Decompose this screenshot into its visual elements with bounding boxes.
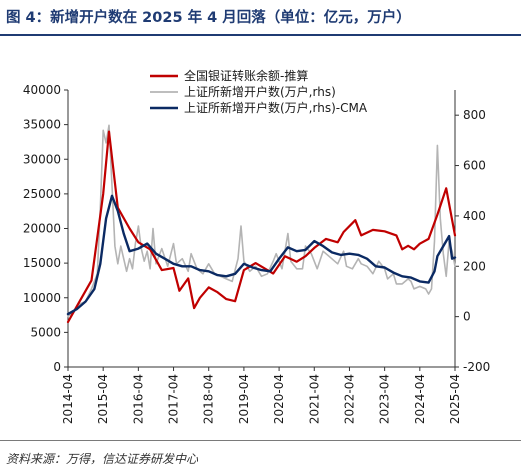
series-line-new-accounts (67, 124, 456, 318)
legend-label: 上证所新增开户数(万户,rhs)-CMA (184, 100, 368, 115)
left-y-tick-label: 10000 (23, 291, 61, 305)
legend-label: 全国银证转账余额-推算 (184, 68, 308, 83)
right-y-tick-label: 800 (463, 108, 486, 122)
left-y-tick-label: 0 (53, 360, 61, 374)
figure-title: 图 4：新增开户数在 2025 年 4 月回落（单位：亿元，万户） (6, 10, 411, 26)
x-tick-label: 2025-04 (448, 374, 462, 424)
left-y-tick-label: 15000 (23, 256, 61, 270)
x-tick-label: 2021-04 (307, 374, 321, 424)
right-y-tick-label: 0 (463, 310, 471, 324)
legend-item-margin-balance: 全国银证转账余额-推算 (150, 68, 308, 83)
right-y-tick-label: 400 (463, 209, 486, 223)
legend-item-new-accounts-ma: 上证所新增开户数(万户,rhs)-CMA (150, 100, 368, 115)
series-line-new-accounts-ma (66, 194, 457, 316)
chart-legend: 全国银证转账余额-推算上证所新增开户数(万户,rhs)上证所新增开户数(万户,r… (150, 68, 368, 115)
x-tick-label: 2014-04 (61, 374, 75, 424)
left-y-tick-label: 35000 (23, 118, 61, 132)
series-line-margin-balance (66, 130, 457, 324)
right-y-tick-label: 600 (463, 159, 486, 173)
x-tick-label: 2020-04 (272, 374, 286, 424)
chart-axes: 0 5000 10000 15000 20000 25000 30000 35000 40000… (23, 83, 490, 424)
x-tick-label: 2015-04 (96, 374, 110, 424)
x-tick-label: 2023-04 (378, 374, 392, 424)
line-chart: 0 5000 10000 15000 20000 25000 30000 35000 40000… (23, 68, 490, 424)
source-divider (0, 440, 521, 441)
title-divider (0, 34, 521, 36)
x-tick-label: 2024-04 (413, 374, 427, 424)
x-tick-label: 2022-04 (342, 374, 356, 424)
x-tick-label: 2017-04 (167, 374, 181, 424)
source-note: 资料来源：万得，信达证券研发中心 (6, 452, 199, 466)
chart-series (66, 124, 457, 324)
left-y-tick-label: 25000 (23, 187, 61, 201)
x-tick-label: 2016-04 (131, 374, 145, 424)
left-y-tick-label: 5000 (30, 325, 61, 339)
legend-item-new-accounts: 上证所新增开户数(万户,rhs) (150, 84, 336, 99)
left-y-tick-label: 20000 (23, 222, 61, 236)
right-y-tick-label: -200 (463, 360, 490, 374)
right-y-tick-label: 200 (463, 259, 486, 273)
legend-label: 上证所新增开户数(万户,rhs) (184, 84, 336, 99)
x-tick-label: 2018-04 (202, 374, 216, 424)
left-y-tick-label: 40000 (23, 83, 61, 97)
x-tick-label: 2019-04 (237, 374, 251, 424)
left-y-tick-label: 30000 (23, 152, 61, 166)
